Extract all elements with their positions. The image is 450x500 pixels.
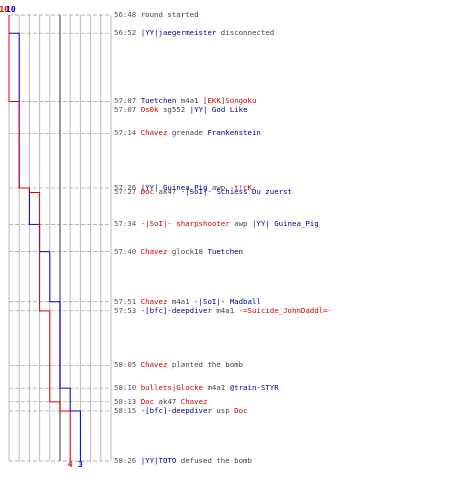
player-name: Doc <box>140 187 155 197</box>
start-count-team-1: 10 <box>6 5 16 14</box>
player-name: Os0k <box>140 105 159 115</box>
event-text: m4a1 <box>176 96 204 106</box>
player-name: Chavez <box>140 360 168 370</box>
event-text: awp <box>229 219 252 229</box>
event-text: ak47 <box>154 187 181 197</box>
player-name: Chavez <box>140 246 168 256</box>
player-name: |YY| Guinea_Pig <box>140 182 208 192</box>
event-time: 57:53 <box>114 305 137 315</box>
event-row: 56:48 round started <box>114 10 199 19</box>
player-name: |YY| God Like <box>189 105 248 115</box>
event-time: 57:51 <box>114 296 137 306</box>
player-name: -t!cK- <box>229 182 257 192</box>
event-row: 57:53 -[bfc]-deepdiver m4a1 -=Suicide_Jo… <box>114 306 332 315</box>
event-time: 56:48 <box>114 10 137 19</box>
player-name: -|SoI|- sharpshooter <box>140 219 230 229</box>
event-time: 58:15 <box>114 405 137 415</box>
player-name: Doc <box>140 396 155 406</box>
event-time: 57:26 <box>114 182 137 192</box>
player-name: |YY|TOTO <box>140 456 177 465</box>
event-time: 58:13 <box>114 396 137 406</box>
event-text: awp <box>207 182 230 192</box>
player-name: |YY|jaegermeister <box>140 28 217 38</box>
player-name: Tuetchen <box>207 246 244 256</box>
event-text: round started <box>140 10 199 19</box>
player-name: |YY| Guinea_Pig <box>251 219 319 229</box>
player-name: [EKK]Songoku <box>203 96 257 106</box>
event-text: ak47 <box>154 396 181 406</box>
player-name: -[bfc]-deepdiver <box>140 305 212 315</box>
event-row: 58:13 Doc ak47 Chavez <box>114 397 207 406</box>
event-row: 58:05 Chavez planted the bomb <box>114 360 243 369</box>
event-text: m4a1 <box>167 296 195 306</box>
event-row: 58:15 -[bfc]-deepdiver usp Doc <box>114 406 248 415</box>
event-time: 57:27 <box>114 187 137 197</box>
event-time: 57:14 <box>114 128 137 138</box>
player-name: Chavez <box>180 396 208 406</box>
alive-line-team-2 <box>8 15 71 461</box>
event-time: 57:07 <box>114 96 137 106</box>
player-name: -=Suicide_JohnDaddl=- <box>238 305 333 315</box>
event-text: m4a1 <box>203 383 230 393</box>
event-text: defused the bomb <box>176 456 252 465</box>
event-text: m4a1 <box>211 305 239 315</box>
event-row: 57:14 Chavez grenade Frankenstein <box>114 128 261 137</box>
end-count-team-2: 4 <box>68 460 73 469</box>
event-time: 56:52 <box>114 28 137 38</box>
player-name: Doc <box>234 405 248 415</box>
event-row: 58:26 |YY|TOTO defused the bomb <box>114 456 252 465</box>
event-time: 57:40 <box>114 246 137 256</box>
player-name: Chavez <box>140 128 168 138</box>
event-row: 57:40 Chavez glock18 Tuetchen <box>114 247 243 256</box>
player-name: Frankenstein <box>207 128 261 138</box>
event-time: 58:26 <box>114 456 137 465</box>
event-time: 58:05 <box>114 360 137 370</box>
player-name: -[bfc]-deepdiver <box>140 405 212 415</box>
event-text: sg552 <box>158 105 190 115</box>
event-text: glock18 <box>167 246 208 256</box>
player-name: -|SoI|- Madball <box>194 296 261 306</box>
event-text: usp <box>211 405 235 415</box>
player-name: bullets|Glocke <box>140 383 203 393</box>
event-text: grenade <box>167 128 208 138</box>
event-time: 57:34 <box>114 219 137 229</box>
alive-line-team-1 <box>8 15 81 461</box>
end-count-team-1: 3 <box>78 460 83 469</box>
event-row: 58:10 bullets|Glocke m4a1 @train-STYR <box>114 383 279 392</box>
event-time: 58:10 <box>114 383 137 393</box>
player-name: Chavez <box>140 296 168 306</box>
start-count-team-2: 10 <box>0 5 9 14</box>
event-row: 57:07 Os0k sg552 |YY| God Like <box>114 105 248 114</box>
event-text: disconnected <box>216 28 275 38</box>
event-time: 57:07 <box>114 105 137 115</box>
event-text: planted the bomb <box>167 360 244 370</box>
player-name: -|SoI|- Schiess Du zuerst <box>180 187 293 197</box>
event-row: 57:34 -|SoI|- sharpshooter awp |YY| Guin… <box>114 219 319 228</box>
event-row: 57:27 Doc ak47 -|SoI|- Schiess Du zuerst <box>114 187 292 196</box>
player-name: Tuetchen <box>140 96 177 106</box>
event-row: 57:07 Tuetchen m4a1 [EKK]Songoku <box>114 96 256 105</box>
player-name: @train-STYR <box>229 383 279 393</box>
event-row: 57:26 |YY| Guinea_Pig awp -t!cK- <box>114 183 256 192</box>
event-row: 57:51 Chavez m4a1 -|SoI|- Madball <box>114 297 261 306</box>
event-row: 56:52 |YY|jaegermeister disconnected <box>114 28 274 37</box>
